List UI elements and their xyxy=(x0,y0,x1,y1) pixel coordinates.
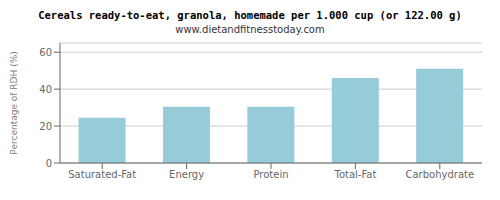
svg-text:Carbohydrate: Carbohydrate xyxy=(405,169,474,180)
html-text:Cereals ready-to-eat, granola,: Cereals ready-to-eat, granola, homemade … xyxy=(38,9,462,21)
svg-text:40: 40 xyxy=(39,84,52,95)
svg-text:Saturated-Fat: Saturated-Fat xyxy=(68,169,136,180)
svg-text:Total-Fat: Total-Fat xyxy=(333,169,376,180)
html-text:www.dietandfitnesstoday.com: www.dietandfitnesstoday.com xyxy=(175,24,325,35)
svg-text:Protein: Protein xyxy=(253,169,288,180)
svg-text:60: 60 xyxy=(39,47,52,58)
svg-text:Energy: Energy xyxy=(169,169,204,180)
svg-text:0: 0 xyxy=(46,158,52,169)
svg-text:Percentage of RDH (%): Percentage of RDH (%) xyxy=(9,51,19,154)
svg-text:20: 20 xyxy=(39,121,52,132)
